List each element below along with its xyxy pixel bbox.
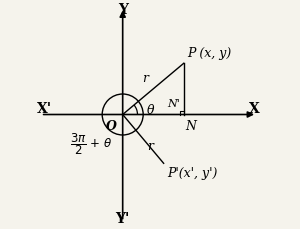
Text: $\dfrac{3\pi}{2}$ $+\ \theta$: $\dfrac{3\pi}{2}$ $+\ \theta$ [70, 131, 112, 157]
Text: X': X' [37, 102, 52, 116]
Text: O: O [106, 120, 117, 133]
Text: N': N' [167, 99, 180, 109]
Text: N: N [185, 120, 196, 133]
Text: Y: Y [118, 3, 128, 17]
Text: θ: θ [147, 104, 154, 117]
Text: P (x, y): P (x, y) [187, 47, 231, 60]
Text: Y': Y' [116, 212, 130, 226]
Text: P'(x', y'): P'(x', y') [167, 167, 218, 180]
Text: r: r [142, 73, 148, 85]
Text: r: r [147, 140, 153, 153]
Text: X: X [249, 102, 260, 116]
